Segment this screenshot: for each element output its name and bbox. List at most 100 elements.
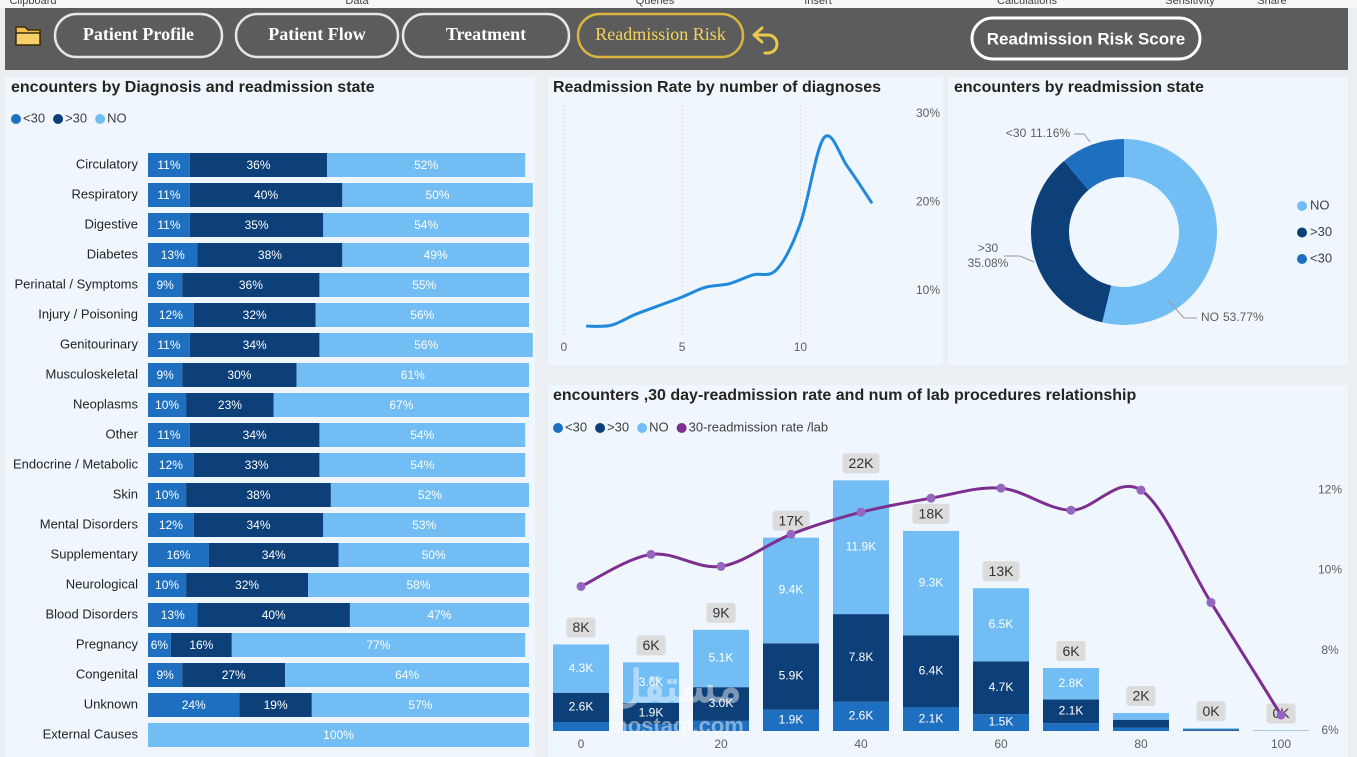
category-label: Musculoskeletal	[46, 366, 139, 381]
bar-segment	[148, 453, 194, 477]
slice-category: >30	[978, 241, 999, 255]
line-marker	[576, 581, 586, 591]
legend-label: <30	[1310, 250, 1332, 265]
data-label: 10%	[155, 398, 179, 412]
bar-segment	[903, 530, 959, 636]
x-tick-label: 10	[794, 340, 808, 354]
data-label: 4.7K	[989, 680, 1014, 694]
total-label-box	[1126, 686, 1156, 707]
score-button[interactable]	[970, 16, 1202, 61]
data-label: 64%	[395, 668, 419, 682]
data-label: 5.1K	[709, 651, 734, 665]
bar-segment	[623, 702, 679, 725]
x-tick-label: 0	[578, 737, 585, 751]
data-label: 27%	[222, 668, 246, 682]
data-label: 61%	[401, 368, 425, 382]
x-tick-label: 20	[714, 737, 728, 751]
category-label: Genitourinary	[60, 336, 139, 351]
leader-line	[1167, 299, 1197, 319]
y-tick-label: 10%	[916, 283, 940, 297]
bar-segment	[1043, 723, 1099, 731]
data-label: 12%	[159, 458, 183, 472]
legend-marker	[1297, 227, 1307, 238]
data-label: 9.4K	[779, 583, 804, 597]
data-label: 1.9K	[779, 712, 804, 726]
data-label: 40%	[262, 608, 286, 622]
slice-category: NO	[1201, 310, 1219, 324]
data-label: 34%	[262, 548, 286, 562]
nav-button[interactable]	[576, 12, 745, 59]
nav-button-label[interactable]: Readmission Risk	[595, 24, 726, 44]
bar-segment	[208, 543, 339, 567]
data-label: 11%	[157, 338, 180, 352]
data-label: 2.1K	[919, 711, 944, 725]
category-label: Digestive	[85, 216, 138, 231]
legend-marker	[595, 423, 606, 433]
score-button-label[interactable]: Readmission Risk Score	[987, 29, 1185, 48]
data-label: 35%	[245, 218, 269, 232]
bar-segment	[148, 483, 187, 507]
category-label: Other	[105, 426, 138, 441]
nav-button[interactable]	[53, 12, 224, 59]
data-label: 32%	[235, 578, 259, 592]
bar-segment	[553, 722, 609, 731]
bar-segment	[296, 363, 529, 387]
leader-line	[1004, 255, 1035, 263]
bar-segment	[197, 243, 343, 267]
total-label-box	[706, 602, 736, 623]
bar-segment	[330, 483, 529, 507]
data-label: 34%	[246, 518, 270, 532]
legend-marker	[1297, 201, 1307, 211]
data-label: 11%	[157, 428, 180, 442]
bar-segment	[189, 213, 324, 237]
total-label-box	[772, 510, 810, 531]
ribbon-label: Share	[1257, 0, 1286, 7]
legend-label: >30	[1310, 224, 1332, 239]
bar-segment	[1113, 719, 1169, 728]
nav-button[interactable]	[234, 12, 400, 59]
nav-button-label[interactable]: Treatment	[446, 24, 526, 44]
data-label: 6.4K	[919, 664, 944, 678]
line-marker	[926, 493, 936, 503]
bar-segment	[973, 661, 1029, 715]
data-label: 13%	[161, 608, 185, 622]
data-label: 47%	[427, 608, 451, 622]
bar-segment	[148, 543, 209, 567]
bar-segment	[308, 573, 529, 597]
back-arrow[interactable]	[752, 26, 779, 55]
bar-segment	[623, 724, 679, 731]
data-label: 33%	[245, 458, 269, 472]
bar-segment	[231, 633, 526, 657]
data-label: 53%	[412, 518, 436, 532]
bar-segment	[1183, 728, 1239, 730]
bar-segment	[553, 692, 609, 723]
legend-marker	[11, 114, 21, 124]
total-label-box	[566, 617, 596, 638]
bar-segment	[189, 153, 328, 177]
bar-segment	[763, 643, 819, 710]
bar-segment	[833, 701, 889, 731]
x-tick-label: 0	[560, 340, 567, 354]
bar-segment	[148, 423, 190, 447]
nav-button-label[interactable]: Patient Flow	[268, 24, 365, 44]
chart-title: encounters by readmission state	[954, 79, 1204, 96]
x-tick-label: 5	[679, 340, 686, 354]
bar-segment	[239, 693, 312, 717]
line	[580, 484, 1283, 716]
watermark-logo: مستقل	[610, 663, 742, 712]
category-label: Blood Disorders	[46, 606, 139, 621]
bar-segment	[973, 714, 1029, 731]
nav-button-label[interactable]: Patient Profile	[83, 24, 194, 44]
line-marker	[1206, 598, 1216, 608]
legend-label: >30	[65, 110, 87, 125]
category-label: Endocrine / Metabolic	[13, 456, 139, 471]
total-label: 9K	[712, 605, 730, 621]
category-label: Congenital	[76, 666, 138, 681]
total-label: 8K	[572, 619, 590, 635]
data-label: 50%	[422, 548, 446, 562]
nav-button[interactable]	[401, 12, 571, 59]
data-label: 49%	[424, 248, 448, 262]
bar-segment	[323, 513, 526, 537]
